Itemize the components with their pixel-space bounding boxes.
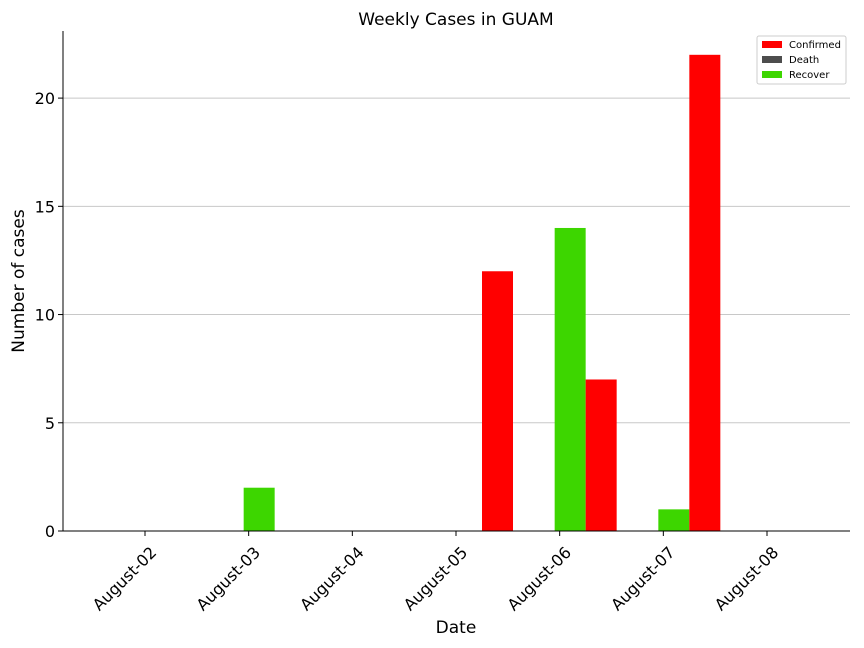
bar-recover — [658, 509, 690, 531]
bar-confirmed — [689, 54, 721, 532]
y-tick-label: 15 — [35, 197, 55, 216]
x-tick-label: August-04 — [296, 543, 368, 615]
x-tick-label: August-08 — [711, 543, 783, 615]
legend-label-confirmed: Confirmed — [789, 40, 841, 51]
axes — [62, 31, 850, 532]
bars — [243, 54, 721, 532]
y-tick-label: 5 — [45, 414, 55, 433]
chart-title: Weekly Cases in GUAM — [358, 10, 553, 30]
bar-confirmed — [482, 271, 513, 531]
x-axis-title: Date — [436, 618, 477, 638]
x-tick-label: August-03 — [192, 543, 264, 615]
bar-confirmed — [585, 379, 617, 531]
y-tick-label: 0 — [45, 522, 55, 541]
legend-swatch-recover — [762, 71, 782, 78]
legend: Confirmed Death Recover — [756, 35, 847, 85]
x-tick-label: August-02 — [89, 543, 161, 615]
x-tick-label: August-07 — [607, 543, 679, 615]
y-axis-title: Number of cases — [9, 209, 29, 353]
legend-label-recover: Recover — [789, 70, 830, 81]
legend-label-death: Death — [789, 55, 819, 66]
x-tick-label: August-05 — [400, 543, 472, 615]
bar-recover — [243, 487, 275, 531]
y-tick-label: 10 — [35, 306, 55, 325]
legend-swatch-death — [762, 56, 782, 63]
gridlines — [63, 97, 850, 424]
y-tick-label: 20 — [35, 89, 55, 108]
y-ticks: 0 5 10 15 20 — [35, 89, 63, 541]
x-tick-label: August-06 — [503, 543, 575, 615]
legend-swatch-confirmed — [762, 41, 782, 48]
x-ticks: August-02 August-03 August-04 August-05 Augu… — [89, 531, 783, 615]
bar-recover — [554, 227, 586, 531]
